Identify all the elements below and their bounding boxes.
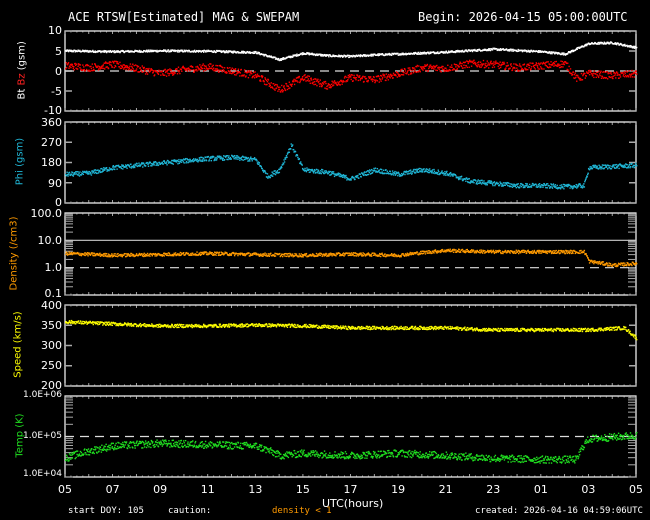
x-axis-title: UTC(hours) bbox=[322, 497, 384, 510]
chart-title: ACE RTSW[Estimated] MAG & SWEPAM bbox=[68, 10, 300, 24]
x-tick-label: 05 bbox=[629, 483, 643, 496]
x-tick-label: 11 bbox=[200, 483, 215, 496]
x-tick-label: 01 bbox=[533, 483, 548, 496]
caution-note: density < 1 bbox=[272, 506, 332, 516]
created-time: created: 2026-04-16 04:59:06UTC bbox=[475, 506, 643, 516]
caution-label: caution: bbox=[168, 506, 212, 516]
x-tick-label: 21 bbox=[438, 483, 453, 496]
start-doy: start DOY: 105 bbox=[68, 506, 144, 516]
x-tick-label: 19 bbox=[391, 483, 406, 496]
x-tick-label: 03 bbox=[581, 483, 596, 496]
phi-series bbox=[65, 143, 638, 190]
x-tick-label: 15 bbox=[295, 483, 310, 496]
temp-series bbox=[65, 431, 638, 464]
x-tick-label: 13 bbox=[248, 483, 263, 496]
x-tick-label: 07 bbox=[105, 483, 120, 496]
x-tick-label: 05 bbox=[58, 483, 72, 496]
panel-frame-3 bbox=[64, 304, 637, 387]
x-tick-label: 23 bbox=[486, 483, 501, 496]
x-tick-label: 09 bbox=[153, 483, 168, 496]
begin-time: Begin: 2026-04-15 05:00:00UTC bbox=[418, 10, 628, 24]
bt-series bbox=[65, 41, 638, 62]
bz-series bbox=[65, 59, 638, 93]
speed-series bbox=[65, 319, 638, 341]
density-series bbox=[65, 248, 638, 268]
x-tick-label: 17 bbox=[343, 483, 358, 496]
